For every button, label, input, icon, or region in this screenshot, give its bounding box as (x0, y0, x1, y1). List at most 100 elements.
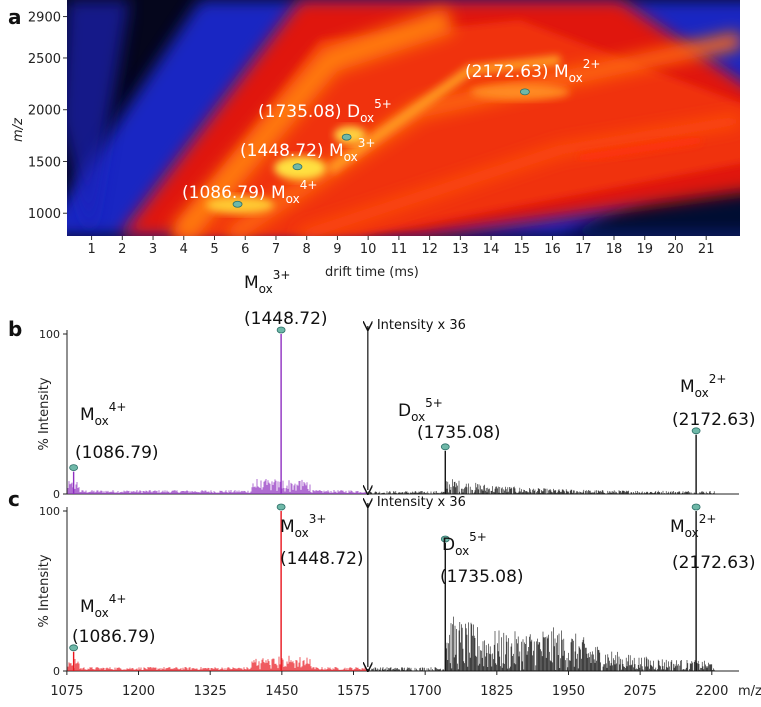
x-tick-label: 1 (87, 242, 95, 257)
x-tick-label: 2075 (624, 684, 657, 699)
y-tick-label: 0 (53, 488, 60, 501)
x-tick-label: 2 (118, 242, 126, 257)
annotation-sup: 3+ (309, 512, 327, 526)
annotation-text: (1448.72) M (240, 141, 344, 161)
annotation-sub: ox (360, 111, 374, 125)
y-tick-label: 100 (39, 328, 60, 341)
x-tick-label: 17 (575, 242, 592, 257)
annotation-sub: ox (95, 606, 109, 620)
annotation: (2172.63) (672, 410, 756, 430)
x-tick-label: 19 (636, 242, 653, 257)
annotation: (1735.08) (440, 567, 524, 587)
annotation-sub: ox (286, 192, 300, 206)
annotation-sup: 2+ (709, 372, 727, 386)
annotation: (1735.08) Dox5+ (258, 97, 392, 125)
amplified-trace (367, 616, 715, 671)
annotation-sub: ox (411, 410, 425, 424)
annotation-sup: 5+ (425, 396, 443, 410)
peak-marker (69, 464, 79, 472)
panel-label: b (8, 317, 22, 341)
x-tick-label: 1450 (265, 684, 298, 699)
annotation: Dox5+ (442, 530, 487, 558)
annotation-text: (2172.63) (672, 553, 756, 573)
peak-marker (341, 133, 352, 141)
annotation-sub: ox (695, 386, 709, 400)
annotation-sub: ox (685, 526, 699, 540)
x-tick-label: 18 (606, 242, 623, 257)
panel-label: a (8, 5, 22, 29)
annotation-sup: 4+ (300, 178, 318, 192)
x-axis-label: m/z (738, 684, 761, 699)
y-axis-label: % Intensity (37, 554, 52, 627)
annotation-text: (2172.63) (672, 410, 756, 430)
annotation: Mox2+ (670, 512, 716, 540)
annotation-sub: ox (95, 414, 109, 428)
heatmap-background (67, 0, 740, 236)
x-tick-label: 5 (210, 242, 218, 257)
annotation-text: M (670, 517, 685, 537)
annotation-text: D (442, 535, 455, 555)
peak-marker (292, 163, 303, 171)
y-tick-label: 2500 (28, 52, 61, 67)
annotation: (1448.72) (244, 309, 328, 329)
annotation-text: (1086.79) (75, 443, 159, 463)
y-tick-label: 2000 (28, 104, 61, 119)
annotation: Mox4+ (80, 592, 126, 620)
peak-marker (232, 200, 243, 208)
annotation-sub: ox (455, 544, 469, 558)
annotation-sub: ox (569, 71, 583, 85)
spectrum-trace (67, 655, 368, 671)
annotation-text: (1735.08) D (258, 102, 360, 122)
annotation: (1086.79) (72, 627, 156, 647)
annotation-sup: 5+ (469, 530, 487, 544)
x-tick-label: 20 (667, 242, 684, 257)
x-tick-label: 1075 (50, 684, 83, 699)
annotation: Mox3+ (244, 268, 290, 296)
annotation-sub: ox (259, 282, 273, 296)
annotation: (1448.72) (280, 549, 364, 569)
x-axis-label: drift time (ms) (325, 265, 419, 280)
amplified-trace (367, 478, 715, 494)
x-tick-label: 1950 (552, 684, 585, 699)
y-axis-label: m/z (11, 117, 26, 142)
annotation-sup: 2+ (583, 57, 601, 71)
annotation-text: M (80, 597, 95, 617)
peak-marker (440, 535, 450, 543)
annotation-sub: ox (344, 150, 358, 164)
x-tick-label: 1825 (480, 684, 513, 699)
annotation-sup: 2+ (699, 512, 717, 526)
annotation-text: M (280, 517, 295, 537)
annotation-text: (1735.08) (417, 423, 501, 443)
x-tick-label: 1575 (337, 684, 370, 699)
annotation-text: (1448.72) (280, 549, 364, 569)
annotation: (1086.79) (75, 443, 159, 463)
peak-marker (691, 427, 701, 435)
x-tick-label: 13 (452, 242, 469, 257)
scale-note: Intensity x 36 (377, 318, 466, 333)
annotation: Mox2+ (680, 372, 726, 400)
annotation-text: M (244, 273, 259, 293)
annotation: (1086.79) Mox4+ (182, 178, 317, 206)
x-tick-label: 6 (241, 242, 249, 257)
peak-marker (276, 503, 286, 511)
annotation-sup: 4+ (109, 592, 127, 606)
peak-marker (519, 88, 530, 96)
y-axis-label: % Intensity (37, 377, 52, 450)
x-tick-label: 15 (514, 242, 531, 257)
annotation-text: (1735.08) (440, 567, 524, 587)
y-tick-label: 1000 (28, 207, 61, 222)
annotation-text: M (680, 377, 695, 397)
x-tick-label: 3 (149, 242, 157, 257)
annotation: (2172.63) Mox2+ (465, 57, 600, 85)
x-tick-label: 4 (180, 242, 188, 257)
spectrum-trace (67, 478, 368, 494)
x-tick-label: 11 (391, 242, 408, 257)
x-tick-label: 10 (360, 242, 377, 257)
x-tick-label: 14 (483, 242, 500, 257)
annotation-text: (1448.72) (244, 309, 328, 329)
annotation: (1735.08) (417, 423, 501, 443)
peak-marker (440, 443, 450, 451)
x-tick-label: 21 (698, 242, 715, 257)
